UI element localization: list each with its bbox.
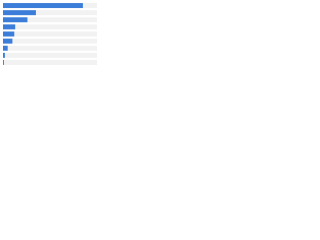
bar: [3, 31, 15, 37]
bar: [3, 45, 8, 51]
row-background: [3, 31, 97, 37]
row-background: [3, 24, 97, 30]
row-background: [3, 38, 97, 44]
bar: [3, 10, 36, 16]
chart: [3, 3, 97, 65]
row-background: [3, 17, 97, 23]
bar: [3, 38, 13, 44]
row-background: [3, 52, 97, 58]
row-background: [3, 10, 97, 16]
bar: [3, 59, 4, 65]
bar: [3, 17, 28, 23]
bar: [3, 3, 83, 9]
row-background: [3, 59, 97, 65]
bar: [3, 24, 16, 30]
bar: [3, 52, 5, 58]
row-background: [3, 45, 97, 51]
